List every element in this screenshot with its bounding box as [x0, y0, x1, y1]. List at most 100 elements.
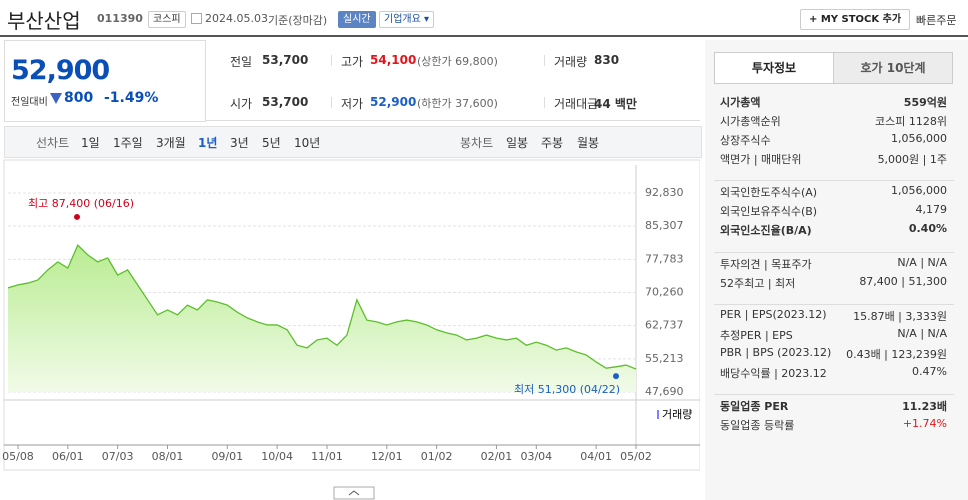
y-tick-label: 70,260 [645, 286, 684, 299]
info-value: 87,400 | 51,300 [859, 275, 947, 288]
x-tick-label: 06/01 [52, 450, 84, 463]
collapse-button[interactable] [333, 486, 375, 500]
info-label: 외국인보유주식수(B) [720, 205, 818, 218]
price-line [7, 244, 637, 370]
info-value: N/A | N/A [897, 327, 947, 340]
info-panel [705, 40, 968, 500]
x-tick-label: 10/04 [261, 450, 293, 463]
calendar-icon [191, 13, 202, 24]
x-tick-label: 08/01 [152, 450, 184, 463]
volume-legend-icon [657, 410, 659, 419]
info-label: 상장주식수 [720, 134, 771, 147]
period-tab[interactable]: 1일 [81, 136, 100, 150]
summary-label: 고가 [341, 55, 364, 69]
y-tick-label: 55,213 [645, 352, 684, 365]
info-value: +1.74% [902, 417, 947, 430]
x-tick-label: 03/04 [520, 450, 552, 463]
info-value: 4,179 [915, 203, 948, 216]
summary-sep [544, 55, 545, 66]
info-label: 시가총액순위 [720, 115, 781, 128]
period-tab[interactable]: 5년 [262, 136, 281, 150]
summary-rule [205, 120, 700, 121]
change-label: 전일대비 [11, 97, 48, 108]
summary-sep [331, 55, 332, 66]
summary-value: 53,700 [262, 53, 309, 67]
extreme-marker [74, 213, 80, 220]
summary-sep [544, 97, 545, 108]
y-tick-label: 92,830 [645, 186, 684, 199]
y-tick-label: 85,307 [645, 219, 684, 232]
mystock-button[interactable]: + MY STOCK 추가 [800, 9, 911, 30]
info-value: 1,056,000 [891, 132, 947, 145]
x-tick-label: 11/01 [311, 450, 343, 463]
info-label: 배당수익률 | 2023.12 [720, 367, 827, 380]
chart: 거래량 92,830 85,307 77,783 70,260 62,737 55,213… [2, 159, 700, 500]
summary-label: 거래대금 [554, 97, 599, 111]
stock-code: 011390 [97, 12, 143, 25]
x-tick-label: 09/01 [211, 450, 243, 463]
info-value: 11.23배 [902, 400, 947, 413]
price: 52,900 [11, 55, 110, 86]
volume-label: 거래량 [662, 408, 692, 421]
info-label: PBR | BPS (2023.12) [720, 346, 832, 359]
period-tab[interactable]: 3개월 [156, 136, 186, 150]
group-rule [714, 252, 954, 253]
header-rule [0, 35, 968, 37]
down-icon [50, 93, 62, 104]
quote-box [4, 40, 206, 122]
info-value: 1,056,000 [891, 184, 947, 197]
period-tab[interactable]: 3년 [230, 136, 249, 150]
summary-note: (상한가 69,800) [417, 55, 498, 68]
summary-label: 저가 [341, 97, 364, 111]
info-value: 0.47% [912, 365, 947, 378]
x-tick-label: 05/08 [2, 450, 34, 463]
candle-tab[interactable]: 일봉 [506, 136, 529, 150]
x-tick-label: 02/01 [481, 450, 513, 463]
group-rule [714, 180, 954, 181]
summary-value: 830 [594, 53, 620, 67]
x-tick-label: 01/02 [421, 450, 453, 463]
collapse-icon [348, 490, 360, 496]
realtime-badge[interactable]: 실시간 [338, 11, 376, 28]
info-label: 동일업종 등락률 [720, 419, 795, 432]
candle-tab[interactable]: 주봉 [541, 136, 564, 150]
summary-label: 시가 [230, 97, 253, 111]
summary-value: 53,700 [262, 95, 309, 109]
candle-tab[interactable]: 월봉 [577, 136, 600, 150]
period-tab[interactable]: 10년 [294, 136, 321, 150]
info-label: 투자의견 | 목표주가 [720, 258, 812, 271]
info-tab[interactable]: 투자정보 [714, 52, 834, 84]
change: 800 [64, 90, 94, 106]
y-tick-label: 47,690 [645, 385, 684, 398]
x-tick-label: 07/03 [102, 450, 134, 463]
stock-name: 부산산업 [7, 9, 81, 33]
info-label: 시가총액 [720, 96, 761, 109]
summary-sep [331, 97, 332, 108]
overview-button[interactable]: 기업개요 ▾ [379, 11, 435, 28]
date: 2024.05.03 [205, 12, 268, 25]
y-tick-label: 62,737 [645, 319, 684, 332]
info-tab[interactable]: 호가 10단계 [833, 52, 953, 84]
summary-label: 전일 [230, 55, 253, 69]
summary-label: 거래량 [554, 55, 588, 69]
y-tick-label: 77,783 [645, 252, 684, 265]
period-bar [4, 126, 702, 158]
summary-note: (하한가 37,600) [417, 97, 498, 110]
quick-order[interactable]: 빠른주문 [916, 14, 957, 27]
info-value: 559억원 [903, 96, 947, 109]
info-value: 0.40% [908, 222, 947, 235]
period-tab[interactable]: 1주일 [113, 136, 143, 150]
info-value: 15.87배 | 3,333원 [853, 310, 947, 323]
info-label: 액면가 | 매매단위 [720, 153, 802, 166]
basis: 기준(장마감) [268, 14, 328, 27]
period-tab[interactable]: 1년 [198, 136, 218, 150]
x-tick-label: 05/02 [620, 450, 652, 463]
group-rule [714, 304, 954, 305]
annotation: 최저 51,300 (04/22) [514, 383, 620, 396]
info-label: 52주최고 | 최저 [720, 277, 796, 290]
change-pct: -1.49% [104, 90, 159, 106]
info-label: 외국인한도주식수(A) [720, 186, 818, 199]
info-value: N/A | N/A [897, 256, 947, 269]
info-label: 외국인소진율(B/A) [720, 224, 812, 237]
